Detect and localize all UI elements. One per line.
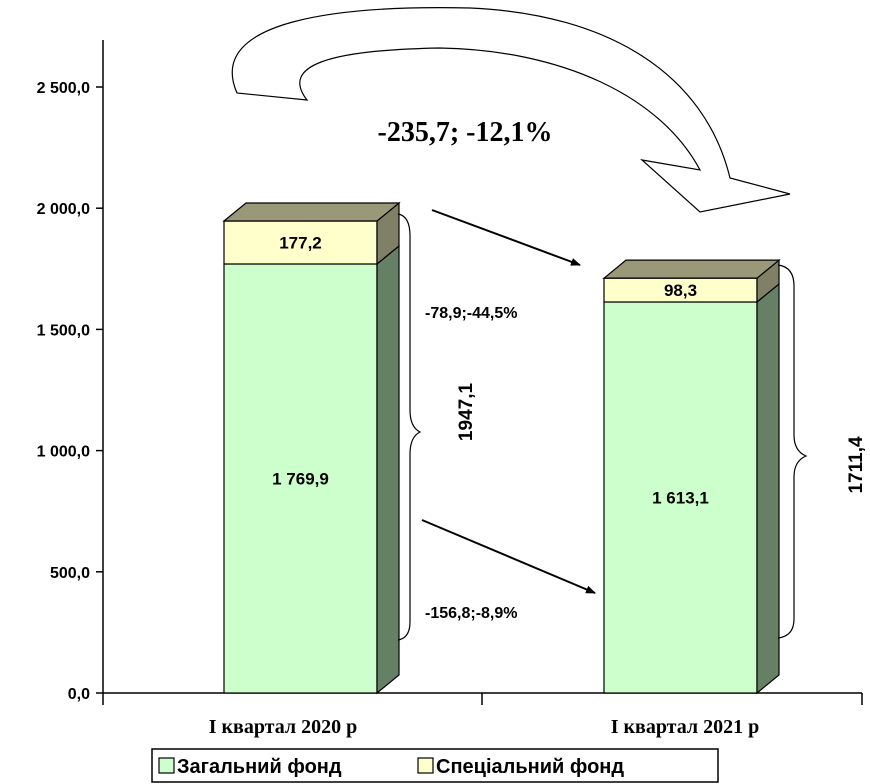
special-change-label: -78,9;-44,5%	[425, 305, 518, 322]
total-change-label: -235,7; -12,1%	[378, 117, 553, 148]
bar-top	[602, 259, 781, 279]
total-brace-2020	[397, 213, 422, 641]
big-curved-arrow	[231, 7, 791, 213]
total-label-2021: 1711,4	[846, 436, 867, 493]
category-label-2021: I квартал 2021 р	[611, 716, 760, 738]
legend: Загальний фонд Спеціальний фонд	[151, 748, 719, 783]
y-tick-label: 0,0	[68, 686, 90, 703]
bar-value-label: 1 769,9	[272, 469, 329, 488]
total-brace-2021	[777, 264, 808, 639]
general-change-arrow	[421, 519, 596, 594]
legend-label-special: Спеціальний фонд	[436, 756, 624, 778]
total-label-2020: 1947,1	[456, 383, 477, 442]
legend-swatch-special	[417, 757, 434, 774]
y-tick-label: 1 500,0	[37, 322, 90, 339]
bar-segment	[223, 263, 378, 694]
legend-swatch-general	[158, 757, 175, 774]
y-tick-label: 2 000,0	[37, 201, 90, 218]
y-tick-label: 500,0	[50, 565, 90, 582]
bar-value-label: 1 613,1	[652, 488, 709, 507]
bar-value-label: 177,2	[279, 233, 322, 252]
special-change-arrow	[431, 209, 581, 266]
bar-value-label: 98,3	[664, 281, 697, 300]
category-label-2020: I квартал 2020 р	[209, 716, 358, 738]
bar-top	[222, 202, 401, 222]
y-tick-label: 1 000,0	[37, 444, 90, 461]
bar-segment-side	[756, 282, 780, 695]
legend-label-general: Загальний фонд	[177, 756, 342, 778]
legend-frame	[151, 748, 719, 783]
bar-segment-side	[376, 244, 400, 695]
y-tick-label: 2 500,0	[37, 80, 90, 97]
bar-segment	[223, 220, 378, 265]
general-change-label: -156,8;-8,9%	[425, 605, 518, 622]
bar-segment	[603, 301, 758, 694]
